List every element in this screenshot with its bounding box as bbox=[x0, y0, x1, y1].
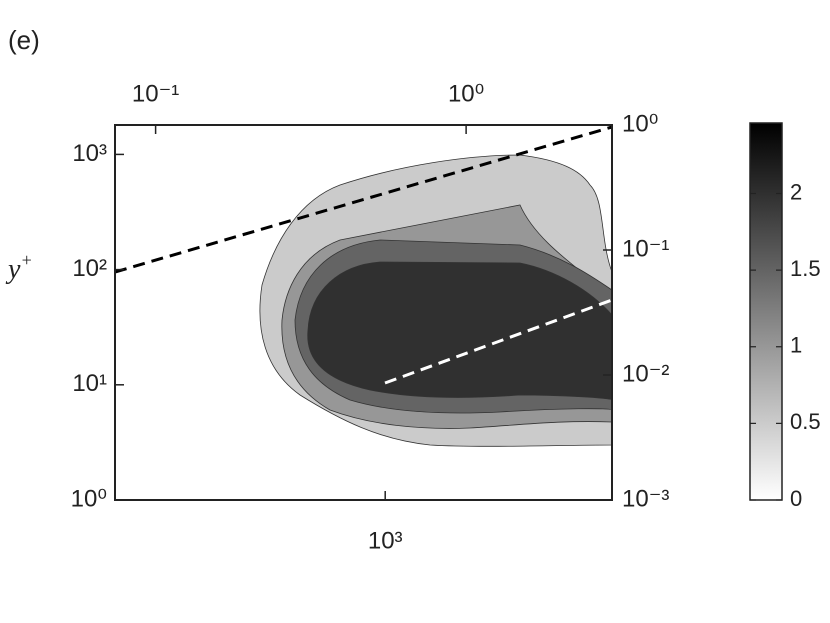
x2-tick-label: 10⁻¹ bbox=[132, 80, 179, 107]
colorbar-tick-label: 2 bbox=[790, 179, 802, 204]
x2-tick-label: 10⁰ bbox=[448, 80, 484, 107]
y-tick-label: 10¹ bbox=[72, 370, 107, 397]
y-tick-label: 10⁰ bbox=[71, 485, 107, 512]
colorbar-tick-label: 1.5 bbox=[790, 256, 821, 281]
y-axis-label-sup: + bbox=[20, 250, 32, 270]
plot-frame bbox=[114, 124, 613, 501]
panel-label: (e) bbox=[8, 25, 40, 55]
y2-tick-label: 10⁻¹ bbox=[622, 235, 669, 262]
y-axis-label: y+ bbox=[5, 250, 33, 285]
y-axis-label-text: y bbox=[5, 254, 21, 285]
y2-tick-label: 10⁰ bbox=[622, 110, 658, 137]
y2-tick-label: 10⁻³ bbox=[622, 485, 669, 512]
contour-region bbox=[307, 261, 612, 401]
contour-plot bbox=[115, 125, 612, 447]
colorbar-tick-label: 0.5 bbox=[790, 409, 821, 434]
colorbar-tick-label: 1 bbox=[790, 333, 802, 358]
dashed-line bbox=[115, 125, 612, 274]
dashed-line bbox=[384, 298, 612, 385]
y2-tick-label: 10⁻² bbox=[622, 360, 669, 387]
colorbar bbox=[749, 122, 783, 501]
colorbar-tick-label: 0 bbox=[790, 486, 802, 511]
y-tick-label: 10³ bbox=[72, 140, 107, 167]
x-tick-label: 10³ bbox=[368, 527, 403, 554]
y-tick-label: 10² bbox=[72, 255, 107, 282]
